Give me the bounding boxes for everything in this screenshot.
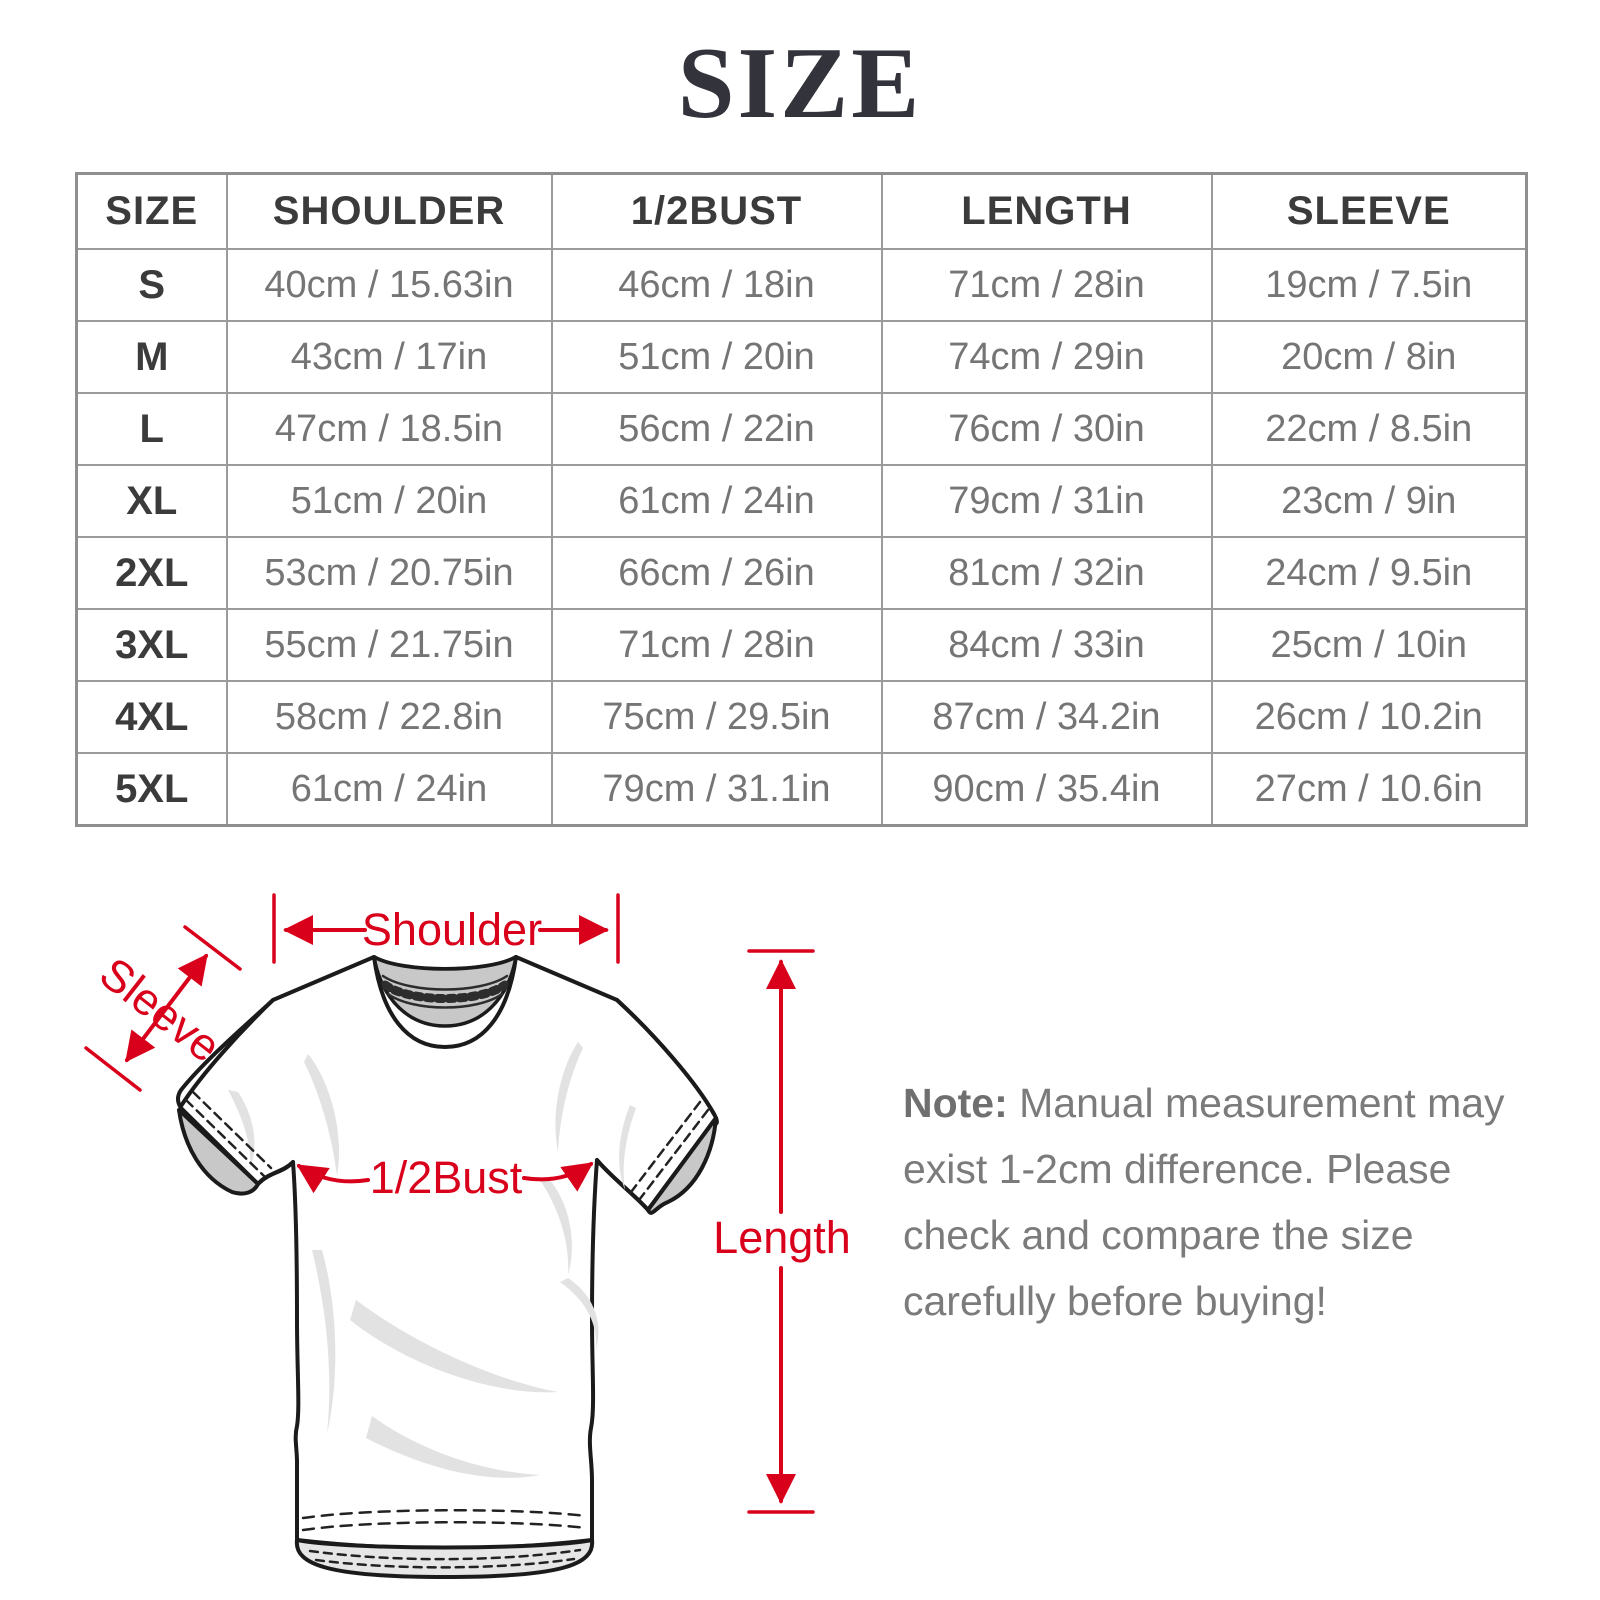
collar-ribbing-outer — [372, 955, 518, 1049]
sleeve-tick-bottom — [84, 1046, 142, 1092]
measurement-cell: 84cm / 33in — [880, 608, 1213, 682]
size-label-cell: M — [75, 320, 228, 394]
size-table-header: SIZE SHOULDER 1/2BUST LENGTH SLEEVE — [75, 172, 1528, 250]
sleeve-tick-top — [183, 925, 242, 971]
measurement-cell: 46cm / 18in — [550, 248, 883, 322]
size-label-cell: 4XL — [75, 680, 228, 754]
measurement-cell: 43cm / 17in — [225, 320, 553, 394]
sleeve-arrow — [125, 953, 208, 1063]
table-row: 3XL 55cm / 21.75in 71cm / 28in 84cm / 33in 2… — [75, 608, 1528, 682]
measurement-cell: 27cm / 10.6in — [1210, 752, 1528, 827]
measurement-cell: 87cm / 34.2in — [880, 680, 1213, 754]
shoulder-label: Shoulder — [362, 904, 542, 955]
right-cuff-opening — [646, 1116, 718, 1215]
measurement-cell: 22cm / 8.5in — [1210, 392, 1528, 466]
left-cuff-stitching — [184, 1090, 273, 1178]
bust-arrow-left — [296, 1164, 370, 1194]
size-table: SIZE SHOULDER 1/2BUST LENGTH SLEEVE S 40c… — [75, 172, 1528, 827]
bust-annotation — [296, 1162, 594, 1194]
length-label: Length — [713, 1212, 851, 1263]
note-line-1: Note: Manual measurement may — [903, 1070, 1511, 1136]
measurement-annotations — [84, 893, 815, 1514]
note-line-4: carefully before buying! — [903, 1278, 1327, 1324]
measurement-cell: 61cm / 24in — [550, 464, 883, 538]
note-line-1-text: Manual measurement may — [1007, 1080, 1505, 1126]
measurement-cell: 40cm / 15.63in — [225, 248, 553, 322]
header-row: SIZE SHOULDER 1/2BUST LENGTH SLEEVE — [75, 172, 1528, 250]
left-cuff-opening — [177, 1108, 260, 1196]
note-line-2: exist 1-2cm difference. Please — [903, 1146, 1452, 1192]
fabric-fold-shading — [228, 1042, 636, 1478]
measurement-cell: 23cm / 9in — [1210, 464, 1528, 538]
table-row: L 47cm / 18.5in 56cm / 22in 76cm / 30in 22cm… — [75, 392, 1528, 466]
collar-back-panel — [372, 955, 518, 1028]
size-label-cell: XL — [75, 464, 228, 538]
header-shoulder: SHOULDER — [225, 172, 553, 250]
measurement-cell: 71cm / 28in — [550, 608, 883, 682]
header-size: SIZE — [75, 172, 228, 250]
size-label-cell: L — [75, 392, 228, 466]
size-label-cell: 3XL — [75, 608, 228, 682]
measurement-cell: 24cm / 9.5in — [1210, 536, 1528, 610]
hem-band-stitching — [308, 1548, 582, 1569]
table-row: M 43cm / 17in 51cm / 20in 74cm / 29in 20cm /… — [75, 320, 1528, 394]
size-label-cell: 5XL — [75, 752, 228, 827]
table-row: 2XL 53cm / 20.75in 66cm / 26in 81cm / 32in 2… — [75, 536, 1528, 610]
note-label: Note: — [903, 1080, 1008, 1126]
length-annotation — [747, 949, 815, 1514]
hem-stitching — [301, 1508, 589, 1532]
right-cuff-stitching — [626, 1100, 710, 1206]
header-length: LENGTH — [880, 172, 1213, 250]
measurement-cell: 19cm / 7.5in — [1210, 248, 1528, 322]
measurement-cell: 51cm / 20in — [550, 320, 883, 394]
measurement-cell: 20cm / 8in — [1210, 320, 1528, 394]
sleeve-annotation — [84, 925, 242, 1092]
header-sleeve: SLEEVE — [1210, 172, 1528, 250]
measurement-cell: 75cm / 29.5in — [550, 680, 883, 754]
measurement-cell: 47cm / 18.5in — [225, 392, 553, 466]
sleeve-label: Sleeve — [90, 947, 230, 1072]
collar-zigzag-band — [380, 980, 510, 1003]
measurement-cell: 81cm / 32in — [880, 536, 1213, 610]
table-row: 5XL 61cm / 24in 79cm / 31.1in 90cm / 35.4in… — [75, 752, 1528, 827]
measurement-cell: 53cm / 20.75in — [225, 536, 553, 610]
page-title: SIZE — [677, 27, 923, 140]
measurement-cell: 66cm / 26in — [550, 536, 883, 610]
shoulder-annotation — [272, 893, 620, 964]
tshirt-drawing — [176, 955, 719, 1579]
measurement-cell: 51cm / 20in — [225, 464, 553, 538]
measurement-cell: 79cm / 31in — [880, 464, 1213, 538]
table-row: S 40cm / 15.63in 46cm / 18in 71cm / 28in 19c… — [75, 248, 1528, 322]
measurement-cell: 79cm / 31.1in — [550, 752, 883, 827]
measurement-cell: 25cm / 10in — [1210, 608, 1528, 682]
measurement-cell: 74cm / 29in — [880, 320, 1213, 394]
collar-stitch-line-bottom — [386, 992, 504, 1009]
size-table-body: S 40cm / 15.63in 46cm / 18in 71cm / 28in 19c… — [75, 248, 1528, 827]
measurement-cell: 61cm / 24in — [225, 752, 553, 827]
table-row: XL 51cm / 20in 61cm / 24in 79cm / 31in 23cm … — [75, 464, 1528, 538]
measurement-cell: 71cm / 28in — [880, 248, 1213, 322]
measurement-cell: 90cm / 35.4in — [880, 752, 1213, 827]
note-line-3: check and compare the size — [903, 1212, 1414, 1258]
collar-stitch-line-top — [381, 974, 509, 991]
bust-label: 1/2Bust — [370, 1152, 523, 1203]
size-label-cell: 2XL — [75, 536, 228, 610]
bust-arrow-right — [522, 1162, 594, 1192]
note-text: Note: Manual measurement may exist 1-2cm… — [903, 1070, 1511, 1334]
measurement-cell: 76cm / 30in — [880, 392, 1213, 466]
size-label-cell: S — [75, 248, 228, 322]
measurement-cell: 58cm / 22.8in — [225, 680, 553, 754]
table-row: 4XL 58cm / 22.8in 75cm / 29.5in 87cm / 34.2… — [75, 680, 1528, 754]
measurement-cell: 26cm / 10.2in — [1210, 680, 1528, 754]
measurement-cell: 55cm / 21.75in — [225, 608, 553, 682]
header-bust: 1/2BUST — [550, 172, 883, 250]
measurement-cell: 56cm / 22in — [550, 392, 883, 466]
